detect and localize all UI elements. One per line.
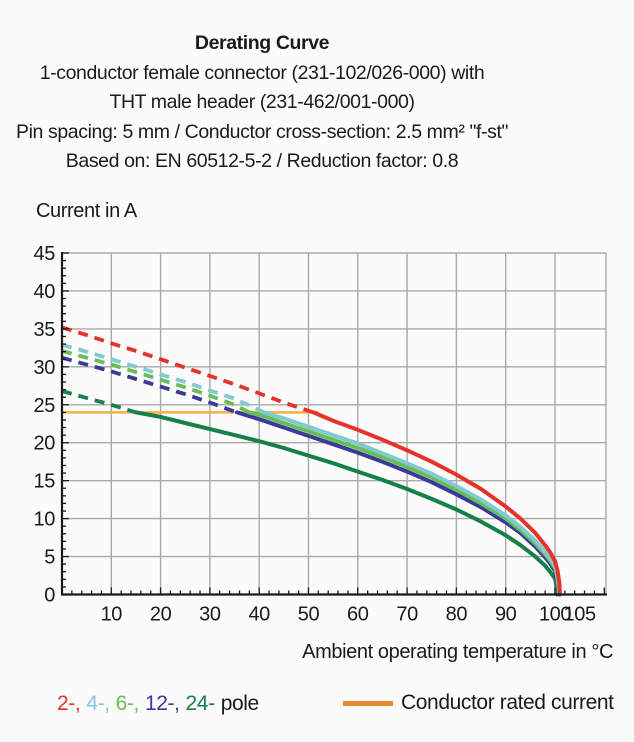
y-tick-label: 30 — [34, 357, 56, 379]
y-tick-label: 0 — [44, 585, 55, 607]
chart-header: Derating Curve 1-conductor female connec… — [0, 29, 524, 177]
rated-current-label: Conductor rated current — [401, 691, 614, 714]
x-tick-label: 60 — [347, 604, 369, 626]
curve-2-pole-dashed — [61, 325, 314, 415]
x-tick-label: 70 — [396, 604, 418, 626]
x-tick-label: 80 — [446, 604, 468, 626]
curve-12-pole-dashed — [61, 355, 238, 415]
legend-pole-label: 24- — [185, 692, 216, 715]
curve-4-pole-dashed — [61, 342, 265, 415]
y-tick-label: 35 — [34, 319, 56, 341]
legend-pole-label: 4-, — [86, 692, 110, 715]
x-tick-label: 40 — [248, 604, 270, 626]
y-tick-label: 10 — [34, 509, 56, 531]
legend-pole-label: pole — [220, 692, 260, 715]
chart-subtitle-standard: Based on: EN 60512-5-2 / Reduction facto… — [65, 150, 459, 172]
legend-pole-label: 2-, — [57, 692, 81, 715]
y-tick-label: 5 — [44, 547, 55, 569]
rated-current-swatch — [343, 701, 393, 706]
y-tick-label: 40 — [34, 281, 56, 303]
legend-pole-label: 6-, — [115, 692, 140, 715]
chart-title: Derating Curve — [194, 32, 330, 54]
curve-24-pole — [133, 410, 560, 597]
y-tick-label: 25 — [34, 395, 56, 417]
y-tick-label: 45 — [34, 243, 56, 265]
chart-subtitle-spacing: Pin spacing: 5 mm / Conductor cross-sect… — [16, 120, 508, 143]
x-tick-label: 100 — [539, 604, 571, 626]
y-tick-label: 15 — [34, 471, 56, 493]
chart-subtitle-connector: 1-conductor female connector (231-102/02… — [39, 61, 485, 84]
x-tick-label: 90 — [495, 604, 517, 626]
curve-12-pole — [235, 410, 561, 597]
curve-6-pole — [247, 410, 561, 597]
x-axis-label: Ambient operating temperature in °C — [302, 641, 613, 663]
x-tick-label: 20 — [150, 604, 172, 626]
curve-6-pole-dashed — [61, 349, 251, 415]
x-tick-label: 50 — [298, 604, 320, 626]
legend-pole-label: 12-, — [144, 692, 180, 715]
y-axis-label: Current in A — [36, 200, 137, 222]
y-tick-label: 20 — [34, 433, 56, 455]
x-tick-label: 105 — [564, 604, 596, 626]
curve-2-pole — [311, 410, 562, 597]
pole-legend: 2-, 4-, 6-, 12-, 24- pole — [57, 692, 265, 716]
x-tick-label: 10 — [101, 604, 123, 626]
curve-24-pole-dashed — [61, 389, 137, 415]
chart-subtitle-header: THT male header (231-462/001-000) — [109, 91, 415, 113]
x-tick-label: 30 — [199, 604, 221, 626]
